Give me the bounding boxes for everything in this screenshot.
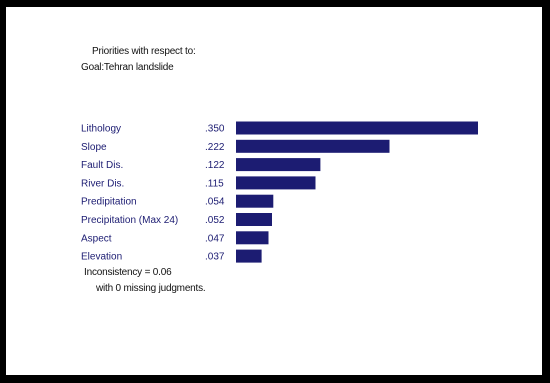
header-goal-label: Goal:Tehran landslide — [81, 62, 174, 73]
bar-river-dis — [236, 176, 316, 190]
inconsistency-label: Inconsistency = 0.06 — [84, 267, 172, 278]
value-label-elevation: .037 — [205, 252, 225, 263]
category-label-slope: Slope — [81, 142, 107, 153]
value-label-fault-dis: .122 — [205, 160, 225, 171]
missing-judgments-label: with 0 missing judgments. — [96, 283, 206, 294]
value-label-river-dis: .115 — [205, 178, 224, 189]
bar-aspect — [236, 231, 269, 245]
bar-slope — [236, 139, 390, 153]
category-label-aspect: Aspect — [81, 233, 112, 244]
value-label-aspect: .047 — [205, 233, 225, 244]
bar-lithology — [236, 121, 478, 135]
category-label-lithology: Lithology — [81, 124, 121, 135]
value-label-predipitation: .054 — [205, 197, 225, 208]
category-label-precipitation-max-24: Precipitation (Max 24) — [81, 215, 178, 226]
category-label-fault-dis: Fault Dis. — [81, 160, 123, 171]
bar-fault-dis — [236, 158, 321, 172]
value-label-slope: .222 — [205, 142, 225, 153]
bar-predipitation — [236, 194, 274, 208]
bar-elevation — [236, 249, 262, 263]
value-label-lithology: .350 — [205, 124, 225, 135]
category-label-river-dis: River Dis. — [81, 178, 124, 189]
value-label-precipitation-max-24: .052 — [205, 215, 225, 226]
category-label-elevation: Elevation — [81, 252, 122, 263]
bar-precipitation-max-24 — [236, 213, 272, 226]
category-label-predipitation: Predipitation — [81, 197, 137, 208]
header-priorities-label: Priorities with respect to: — [92, 46, 196, 57]
